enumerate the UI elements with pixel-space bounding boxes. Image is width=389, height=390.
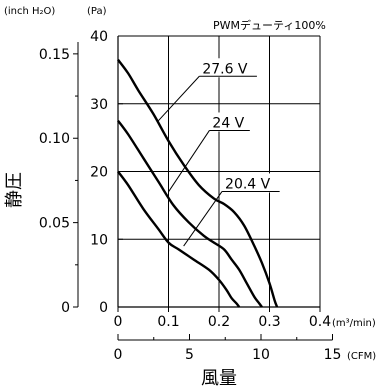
- series-labels-layer: 27.6 V 24 V 20.4 V: [158, 58, 280, 247]
- y-axis-title: 静圧: [4, 172, 25, 208]
- x-tick-label-cfm: 15: [324, 347, 342, 363]
- series-label-bg: [209, 112, 250, 132]
- x-top-unit: (m³/min): [332, 318, 376, 329]
- x-tick-label-cfm: 10: [252, 347, 270, 363]
- y-tick-label-inch: 0.10: [39, 131, 70, 147]
- x-tick-label-m3: 0.3: [258, 314, 280, 330]
- y-tick-label-pa: 20: [90, 165, 108, 181]
- x-tick-label-m3: 0: [114, 314, 123, 330]
- series-line-3: [117, 170, 241, 308]
- y-tick-label-pa: 40: [90, 29, 108, 45]
- series-line-1: [117, 58, 279, 308]
- right-axis-unit: (Pa): [87, 6, 107, 17]
- series-label-leader: [158, 75, 200, 122]
- y-tick-label-inch: 0.15: [39, 47, 70, 63]
- series-label-bg: [222, 173, 280, 193]
- y-tick-label-inch: 0: [61, 300, 70, 316]
- axes: [77, 36, 333, 341]
- left-axis-unit: (inch H₂O): [4, 6, 55, 17]
- x-bottom-unit: (CFM): [347, 351, 376, 362]
- series-line-2: [117, 119, 263, 308]
- x-tick-label-m3: 0.2: [208, 314, 230, 330]
- x-tick-label-m3: 0.4: [309, 314, 331, 330]
- series-label-bg: [199, 58, 257, 78]
- annotation: PWMデューティ100%: [213, 18, 326, 32]
- x-tick-label-m3: 0.1: [157, 314, 179, 330]
- y-tick-label-pa: 10: [90, 232, 108, 248]
- x-axis-title: 風量: [201, 368, 237, 389]
- y-tick-label-pa: 0: [99, 300, 108, 316]
- series-layer: [117, 58, 279, 308]
- y-tick-label-inch: 0.05: [39, 216, 70, 232]
- series-label-1: 27.6 V: [202, 61, 248, 77]
- x-tick-label-cfm: 0: [114, 347, 123, 363]
- series-label-leader: [168, 130, 210, 193]
- series-label-2: 24 V: [212, 115, 244, 131]
- x-tick-label-cfm: 5: [185, 347, 194, 363]
- series-label-3: 20.4 V: [225, 176, 271, 192]
- y-tick-label-pa: 30: [90, 97, 108, 113]
- series-label-leader: [183, 191, 223, 247]
